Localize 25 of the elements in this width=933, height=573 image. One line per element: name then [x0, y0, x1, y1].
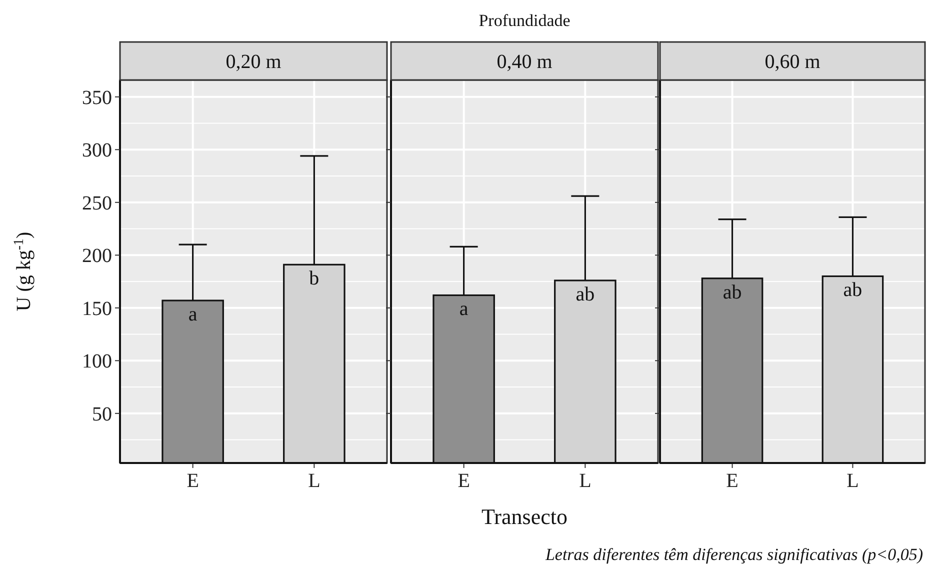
- x-tick-label: E: [726, 470, 738, 492]
- x-tick-label: L: [846, 470, 859, 492]
- chart-title: 0,20 m: [226, 51, 282, 73]
- data-label: ab: [722, 281, 742, 304]
- y-tick-label: 200: [82, 245, 112, 268]
- x-axis-title: Transecto: [482, 504, 568, 529]
- chart-title: 0,60 m: [764, 51, 821, 73]
- data-label: a: [459, 298, 468, 320]
- text: Profundidade: [478, 11, 570, 30]
- y-tick-label: 250: [82, 192, 112, 214]
- x-tick-label: L: [308, 470, 320, 492]
- data-label: a: [188, 304, 198, 326]
- y-tick-label: 50: [92, 403, 112, 426]
- x-tick-label: L: [579, 470, 592, 492]
- y-tick-label: 350: [82, 86, 112, 109]
- x-tick-label: E: [458, 470, 470, 492]
- y-tick-label: 300: [82, 140, 112, 162]
- x-tick-label: E: [186, 470, 199, 492]
- text: Letras diferentes têm diferenças significativas (p<0,05): [544, 545, 924, 564]
- data-label: ab: [576, 283, 595, 306]
- data-label: ab: [843, 279, 862, 302]
- data-label: b: [309, 268, 320, 290]
- chart-title: 0,40 m: [496, 51, 553, 73]
- y-tick-label: 150: [82, 298, 112, 320]
- y-tick-label: 100: [82, 350, 112, 373]
